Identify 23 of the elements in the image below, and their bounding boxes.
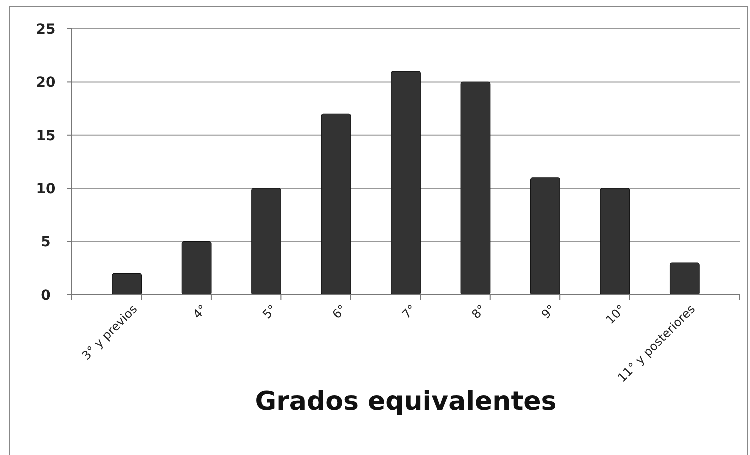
y-tick-label: 0: [41, 288, 52, 304]
bar: [530, 178, 560, 296]
x-tick-label: 8°: [469, 302, 489, 322]
y-tick-label: 15: [36, 128, 56, 144]
bar: [252, 188, 282, 296]
bar: [182, 242, 212, 296]
x-tick-label: 6°: [330, 302, 350, 322]
y-tick-label: 20: [36, 75, 56, 92]
x-axis-title: Grados equivalentes: [255, 387, 557, 417]
bar: [460, 82, 491, 296]
y-tick-label: 10: [36, 182, 56, 198]
x-tick-label: 10°: [603, 302, 628, 328]
bar: [321, 114, 352, 296]
bar: [391, 71, 421, 296]
bar: [600, 188, 630, 296]
bar: [670, 262, 700, 296]
x-tick-label: 5°: [260, 302, 280, 322]
x-tick-label: 9°: [539, 302, 559, 322]
x-tick-label: 4°: [190, 302, 210, 322]
y-tick-label: 5: [41, 234, 51, 251]
x-tick-label: 7°: [400, 302, 420, 322]
bar: [112, 273, 142, 296]
y-tick-label: 25: [36, 22, 56, 38]
